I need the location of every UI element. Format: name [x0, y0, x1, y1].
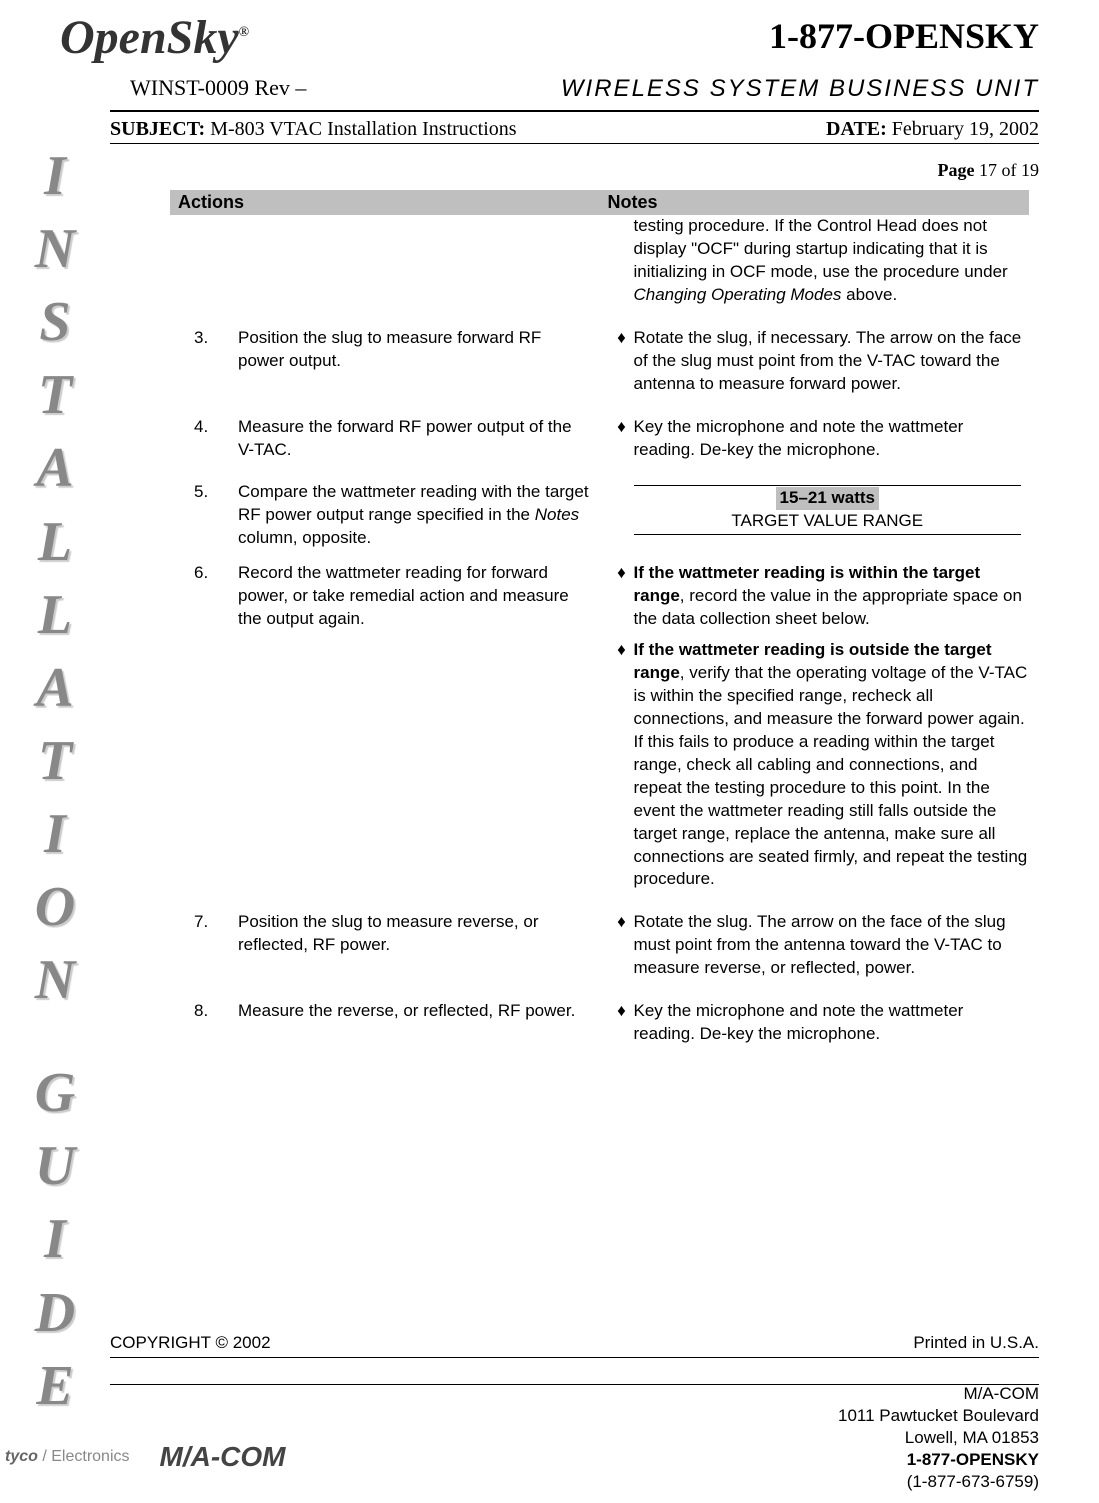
action-8: 8. Measure the reverse, or reflected, RF… — [170, 1000, 610, 1054]
action-7: 7. Position the slug to measure reverse,… — [170, 911, 610, 988]
action-6: 6. Record the wattmeter reading for forw… — [170, 562, 610, 899]
action-3: 3. Position the slug to measure forward … — [170, 327, 610, 404]
brand-logo: OpenSky® — [60, 11, 249, 64]
content-table: Actions Notes testing procedure. If the … — [170, 190, 1029, 1054]
note-7: ♦ Rotate the slug. The arrow on the face… — [610, 911, 1030, 980]
note-6b: ♦ If the wattmeter reading is outside th… — [610, 639, 1030, 891]
date: DATE: February 19, 2002 — [826, 118, 1039, 141]
action-5: 5. Compare the wattmeter reading with th… — [170, 481, 610, 550]
footer-address: M/A-COM 1011 Pawtucket Boulevard Lowell,… — [838, 1383, 1039, 1493]
action-4: 4. Measure the forward RF power output o… — [170, 416, 610, 470]
note-8: ♦ Key the microphone and note the wattme… — [610, 1000, 1030, 1046]
col-notes: Notes — [600, 190, 1030, 215]
note-continuation: testing procedure. If the Control Head d… — [634, 215, 1030, 307]
note-4: ♦ Key the microphone and note the wattme… — [610, 416, 1030, 462]
target-value-box: 15–21 watts TARGET VALUE RANGE — [634, 485, 1022, 535]
copyright: COPYRIGHT © 2002 — [110, 1333, 271, 1353]
col-actions: Actions — [170, 190, 600, 215]
note-3: ♦ Rotate the slug, if necessary. The arr… — [610, 327, 1030, 396]
business-unit: WIRELESS SYSTEM BUSINESS UNIT — [561, 75, 1039, 103]
doc-revision: WINST-0009 Rev – — [130, 75, 306, 101]
note-6a: ♦ If the wattmeter reading is within the… — [610, 562, 1030, 631]
page-number: Page 17 of 19 — [938, 160, 1039, 181]
side-banner-installation-guide: I N S T A L L A T I O N G U I D E — [5, 150, 105, 1413]
footer-logos: tyco / Electronics M/A-COM — [5, 1441, 285, 1473]
header-phone: 1-877-OPENSKY — [769, 15, 1039, 57]
subject: SUBJECT: M-803 VTAC Installation Instruc… — [110, 118, 517, 141]
printed-in: Printed in U.S.A. — [913, 1333, 1039, 1353]
